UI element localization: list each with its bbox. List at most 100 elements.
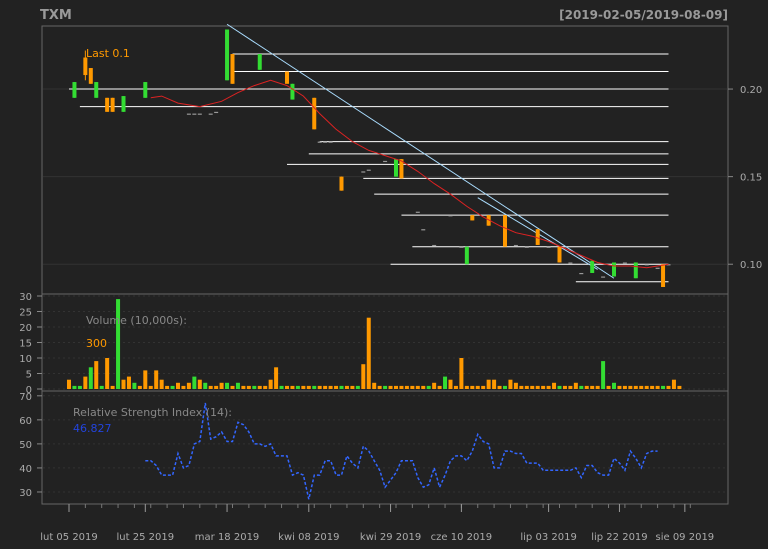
volume-bar xyxy=(334,385,339,389)
volume-bars xyxy=(67,299,682,389)
rsi-label: Relative Strength Index (14): xyxy=(73,406,232,419)
candle-body xyxy=(470,215,475,221)
volume-bar xyxy=(644,385,649,389)
volume-bar xyxy=(552,382,557,389)
volume-bar xyxy=(628,385,633,389)
x-tick-label: lut 25 2019 xyxy=(117,532,175,543)
candle-body xyxy=(192,113,197,115)
volume-bar xyxy=(437,385,442,389)
candle-body xyxy=(225,29,230,81)
candle-body xyxy=(186,113,191,115)
volume-bar xyxy=(88,367,93,389)
rsi-tick-label: 40 xyxy=(19,464,32,475)
candle-body xyxy=(94,82,99,98)
rsi-panel-frame xyxy=(41,390,729,505)
volume-bar xyxy=(503,385,507,389)
volume-bar xyxy=(432,382,437,389)
volume-bar xyxy=(257,385,262,389)
x-tick-label: sie 09 2019 xyxy=(656,532,715,543)
volume-bar xyxy=(186,382,191,389)
moving-average xyxy=(150,79,669,269)
volume-bar xyxy=(159,379,164,389)
candle-body xyxy=(110,97,115,112)
volume-bar xyxy=(606,385,611,389)
volume-bar xyxy=(590,385,595,389)
volume-bar xyxy=(661,385,666,389)
volume-bar xyxy=(524,385,529,389)
volume-bar xyxy=(225,382,230,389)
last-price-label: Last 0.1 xyxy=(86,47,130,60)
volume-bar xyxy=(546,385,551,389)
volume-bar xyxy=(655,385,660,389)
candle-body xyxy=(503,215,507,247)
candle-body xyxy=(72,82,77,98)
volume-bar xyxy=(301,385,306,389)
volume-bar xyxy=(394,385,398,389)
candle-body xyxy=(214,111,219,114)
volume-bar xyxy=(154,370,159,389)
volume-bar xyxy=(671,379,676,389)
volume-bar xyxy=(143,370,148,389)
volume-tick-label: 25 xyxy=(19,308,32,319)
volume-bar xyxy=(535,385,540,389)
candle-body xyxy=(612,262,616,277)
candle-body xyxy=(323,141,328,143)
x-tick-label: cze 10 2019 xyxy=(431,532,492,543)
volume-bar xyxy=(486,379,491,389)
volume-bar xyxy=(148,385,153,389)
volume-tick-label: 5 xyxy=(26,370,32,381)
candle-body xyxy=(513,244,518,247)
volume-bar xyxy=(126,376,131,389)
volume-bar xyxy=(77,385,82,389)
candle-body xyxy=(421,229,426,231)
chart-date-range: [2019-02-05/2019-08-09] xyxy=(559,8,728,22)
volume-bar xyxy=(241,385,246,389)
candle-body xyxy=(448,215,453,217)
candle-body xyxy=(328,141,333,143)
volume-bar xyxy=(94,361,99,389)
volume-bar xyxy=(268,379,273,389)
volume-bar xyxy=(573,382,578,389)
volume-bar xyxy=(622,385,627,389)
volume-bar xyxy=(306,385,311,389)
candle-body xyxy=(601,276,606,278)
volume-bar xyxy=(279,385,284,389)
volume-label: Volume (10,000s): xyxy=(86,314,187,327)
volume-tick-label: 15 xyxy=(19,339,32,350)
candle-body xyxy=(105,97,110,112)
volume-bar xyxy=(137,385,142,389)
volume-bar xyxy=(165,385,170,389)
volume-tick-label: 30 xyxy=(19,292,32,303)
volume-bar xyxy=(530,385,535,389)
x-tick-label: kwi 08 2019 xyxy=(278,532,339,543)
candle-body xyxy=(644,264,649,266)
volume-bar xyxy=(453,385,458,389)
volume-bar xyxy=(132,382,137,389)
volume-bar xyxy=(208,385,213,389)
volume-bar xyxy=(377,385,382,389)
candle-body xyxy=(524,246,529,248)
volume-bar xyxy=(339,385,344,389)
volume-tick-label: 0 xyxy=(26,385,32,396)
volume-bar xyxy=(72,385,77,389)
volume-bar xyxy=(584,385,589,389)
candle-body xyxy=(290,83,295,100)
volume-bar xyxy=(601,361,606,389)
volume-bar xyxy=(612,382,616,389)
volume-bar xyxy=(350,385,355,389)
volume-bar xyxy=(492,379,497,389)
volume-bar xyxy=(497,385,502,389)
volume-bar xyxy=(285,385,289,389)
horizontal-levels xyxy=(69,53,669,283)
volume-bar xyxy=(470,385,475,389)
candle-body xyxy=(459,246,464,248)
candle-body xyxy=(312,97,317,130)
volume-bar xyxy=(274,367,279,389)
candle-body xyxy=(633,262,638,279)
x-tick-label: lip 22 2019 xyxy=(591,532,647,543)
candle-body xyxy=(339,176,344,191)
volume-bar xyxy=(443,376,448,389)
candle-body xyxy=(557,246,562,263)
volume-bar xyxy=(116,299,121,389)
candle-body xyxy=(415,211,420,213)
